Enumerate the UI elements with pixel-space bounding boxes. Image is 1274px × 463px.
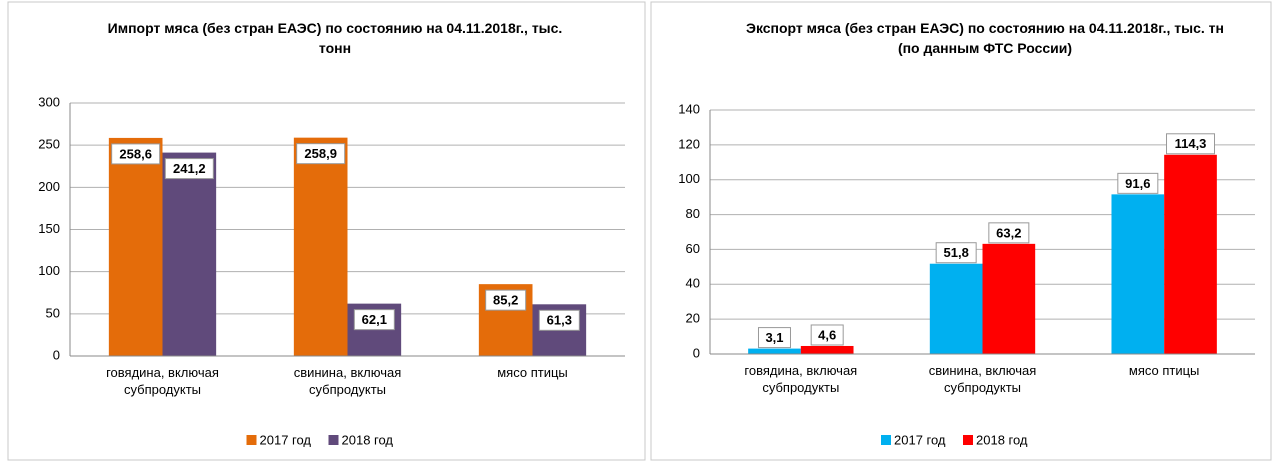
data-label: 4,6 xyxy=(818,327,836,342)
data-label-box xyxy=(296,143,346,165)
y-tick-label: 0 xyxy=(693,345,700,360)
data-label: 258,6 xyxy=(119,146,152,161)
data-label: 63,2 xyxy=(996,225,1021,240)
y-tick-label: 80 xyxy=(686,206,700,221)
data-label-box xyxy=(1166,133,1216,155)
legend-swatch xyxy=(246,435,257,445)
legend-swatch xyxy=(963,435,973,445)
x-tick-label: свинина, включая субпродукты xyxy=(928,363,1037,395)
y-tick-label: 300 xyxy=(38,94,60,109)
x-tick-label-box: свинина, включая субпродукты xyxy=(293,365,402,397)
data-label: 241,2 xyxy=(173,161,206,176)
bar xyxy=(1111,194,1165,354)
bar xyxy=(1164,154,1217,354)
legend-label: 2017 год xyxy=(260,432,312,447)
bar xyxy=(982,243,1036,354)
data-label: 91,6 xyxy=(1125,176,1150,191)
legend-swatch xyxy=(881,435,891,445)
data-label: 114,3 xyxy=(1175,136,1207,151)
legend-label: 2017 год xyxy=(894,432,946,447)
data-label: 62,1 xyxy=(362,312,387,327)
bar xyxy=(748,348,801,354)
y-tick-label: 150 xyxy=(38,221,60,236)
y-tick-label: 140 xyxy=(678,101,700,116)
bar xyxy=(293,137,348,356)
y-tick-label: 100 xyxy=(38,263,60,278)
data-label-box xyxy=(935,242,977,264)
data-label-box xyxy=(164,158,214,180)
x-tick-label-box: мясо птицы xyxy=(497,365,568,380)
data-label-box xyxy=(810,324,844,346)
data-label-box xyxy=(1117,172,1159,194)
x-tick-label-box: говядина, включая субпродукты xyxy=(106,365,219,397)
chart-title: Импорт мяса (без стран ЕАЭС) по состояни… xyxy=(107,20,563,56)
x-tick-label: говядина, включая субпродукты xyxy=(106,365,219,397)
data-label-box xyxy=(485,289,527,311)
chart-title-box: Экспорт мяса (без стран ЕАЭС) по состоян… xyxy=(745,20,1224,56)
data-label-box xyxy=(538,309,580,331)
data-label: 258,9 xyxy=(304,146,337,161)
chart-title: Экспорт мяса (без стран ЕАЭС) по состоян… xyxy=(745,20,1224,56)
data-label-box xyxy=(988,222,1030,244)
x-tick-label: мясо птицы xyxy=(497,365,568,380)
data-label-box xyxy=(353,309,395,331)
data-label: 85,2 xyxy=(493,293,518,308)
y-tick-label: 200 xyxy=(38,179,60,194)
y-tick-label: 100 xyxy=(678,171,700,186)
y-tick-label: 50 xyxy=(46,305,60,320)
x-tick-label: свинина, включая субпродукты xyxy=(293,365,402,397)
data-label-box xyxy=(757,327,791,349)
y-tick-label: 250 xyxy=(38,137,60,152)
data-label: 61,3 xyxy=(547,313,572,328)
legend-label: 2018 год xyxy=(976,432,1028,447)
data-label: 3,1 xyxy=(765,330,783,345)
legend-swatch xyxy=(328,435,339,445)
x-tick-label: говядина, включая субпродукты xyxy=(744,363,858,395)
x-tick-label: мясо птицы xyxy=(1128,363,1200,378)
data-label-box xyxy=(111,143,161,165)
y-tick-label: 20 xyxy=(686,311,700,326)
data-label: 51,8 xyxy=(944,245,969,260)
y-tick-label: 120 xyxy=(678,136,700,151)
bar xyxy=(108,137,163,356)
y-tick-label: 0 xyxy=(53,347,60,362)
x-tick-label-box: свинина, включая субпродукты xyxy=(928,363,1037,395)
y-tick-label: 40 xyxy=(686,276,700,291)
chart-title-box: Импорт мяса (без стран ЕАЭС) по состояни… xyxy=(107,20,563,56)
bar xyxy=(800,345,854,354)
x-tick-label-box: говядина, включая субпродукты xyxy=(744,363,858,395)
y-tick-label: 60 xyxy=(686,241,700,256)
x-tick-label-box: мясо птицы xyxy=(1128,363,1200,378)
bar xyxy=(162,152,217,356)
bar xyxy=(929,263,983,354)
legend-label: 2018 год xyxy=(342,432,394,447)
